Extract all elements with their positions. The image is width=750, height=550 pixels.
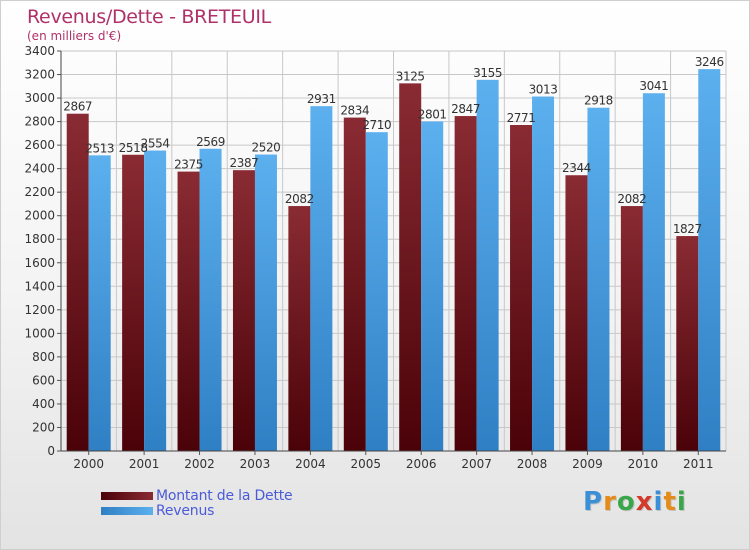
legend-swatch-debt: [101, 491, 153, 500]
data-label: 3125: [396, 69, 425, 83]
proxiti-logo: Proxiti: [583, 487, 687, 517]
data-label: 3155: [473, 66, 502, 80]
data-label: 2918: [584, 94, 613, 108]
x-tick-label: 2010: [628, 457, 659, 471]
y-tick-label: 2200: [24, 185, 55, 199]
logo-letter: i: [676, 487, 687, 517]
revenue-bar: [144, 150, 167, 451]
revenue-bar: [587, 107, 610, 452]
legend-item-revenue: Revenus: [101, 502, 292, 519]
x-tick-label: 2003: [240, 457, 271, 471]
y-tick-label: 1000: [24, 326, 55, 340]
data-label: 2867: [63, 100, 92, 114]
y-tick-label: 400: [32, 397, 55, 411]
debt-bar: [565, 175, 588, 451]
legend-item-debt: Montant de la Dette: [101, 487, 293, 504]
legend-swatch-revenue: [101, 506, 153, 515]
chart-title: Revenus/Dette - BRETEUIL: [27, 6, 271, 28]
y-tick-label: 2800: [24, 115, 55, 129]
x-tick-label: 2002: [184, 457, 215, 471]
x-tick-label: 2006: [406, 457, 437, 471]
debt-bar: [510, 125, 533, 451]
x-tick-label: 2008: [517, 457, 548, 471]
data-label: 2082: [285, 192, 314, 206]
x-tick-label: 2004: [295, 457, 326, 471]
y-tick-label: 200: [32, 420, 55, 434]
y-tick-label: 600: [32, 373, 55, 387]
y-tick-label: 1800: [24, 232, 55, 246]
data-label: 2710: [362, 118, 391, 132]
debt-bar: [288, 206, 311, 451]
data-label: 1827: [673, 222, 702, 236]
data-label: 2847: [451, 102, 480, 116]
revenue-bar: [532, 96, 555, 451]
debt-bar: [66, 113, 89, 452]
legend: Montant de la Dette Revenus: [101, 487, 293, 519]
chart-subtitle: (en milliers d'€): [27, 29, 122, 43]
y-tick-label: 1600: [24, 256, 55, 270]
data-label: 2513: [85, 141, 114, 155]
revenue-bar: [254, 154, 277, 451]
debt-bar: [676, 236, 699, 451]
debt-bar: [343, 117, 366, 452]
y-tick-label: 2600: [24, 138, 55, 152]
debt-bar: [620, 206, 643, 451]
y-tick-label: 2000: [24, 209, 55, 223]
logo-letter: x: [635, 487, 654, 517]
x-tick-label: 2001: [129, 457, 160, 471]
y-tick-label: 2400: [24, 162, 55, 176]
data-label: 2554: [141, 137, 170, 151]
revenue-bar: [476, 79, 499, 451]
x-tick-label: 2009: [572, 457, 603, 471]
data-label: 2375: [174, 158, 203, 172]
x-tick-label: 2000: [73, 457, 104, 471]
data-label: 2518: [119, 141, 148, 155]
data-label: 2520: [251, 141, 280, 155]
revenue-bar: [365, 132, 388, 452]
debt-bar: [232, 170, 255, 452]
x-tick-label: 2011: [683, 457, 714, 471]
y-tick-label: 0: [47, 444, 55, 458]
debt-bar: [122, 154, 145, 451]
y-tick-label: 800: [32, 350, 55, 364]
logo-letter: P: [583, 487, 604, 517]
x-tick-label: 2005: [351, 457, 382, 471]
revenue-bar: [88, 155, 111, 451]
data-label: 2801: [418, 107, 447, 121]
data-label: 3246: [695, 55, 724, 69]
logo-letter: i: [653, 487, 664, 517]
x-tick-label: 2007: [461, 457, 492, 471]
y-tick-label: 3000: [24, 91, 55, 105]
revenue-bar: [642, 93, 665, 451]
y-tick-label: 1200: [24, 303, 55, 317]
logo-letter: t: [663, 487, 677, 517]
y-tick-label: 3400: [24, 44, 55, 58]
revenue-bar: [698, 69, 721, 451]
data-label: 2931: [307, 92, 336, 106]
data-label: 2569: [196, 135, 225, 149]
data-label: 2834: [340, 104, 369, 118]
data-label: 2344: [562, 161, 591, 175]
debt-bar: [454, 116, 477, 451]
logo-letter: o: [616, 487, 636, 517]
y-tick-label: 3200: [24, 68, 55, 82]
debt-bar: [399, 83, 422, 452]
data-label: 2082: [617, 192, 646, 206]
data-label: 3041: [639, 79, 668, 93]
legend-label-revenue: Revenus: [156, 502, 215, 519]
data-label: 2771: [507, 111, 536, 125]
y-tick-label: 1400: [24, 279, 55, 293]
revenue-bar: [199, 148, 222, 451]
logo-letter: r: [603, 487, 617, 517]
debt-bar: [177, 171, 200, 451]
data-label: 3013: [529, 83, 558, 97]
legend-label-debt: Montant de la Dette: [156, 487, 293, 504]
revenue-bar: [310, 106, 333, 452]
data-label: 2387: [229, 156, 258, 170]
revenue-bar: [421, 121, 444, 452]
